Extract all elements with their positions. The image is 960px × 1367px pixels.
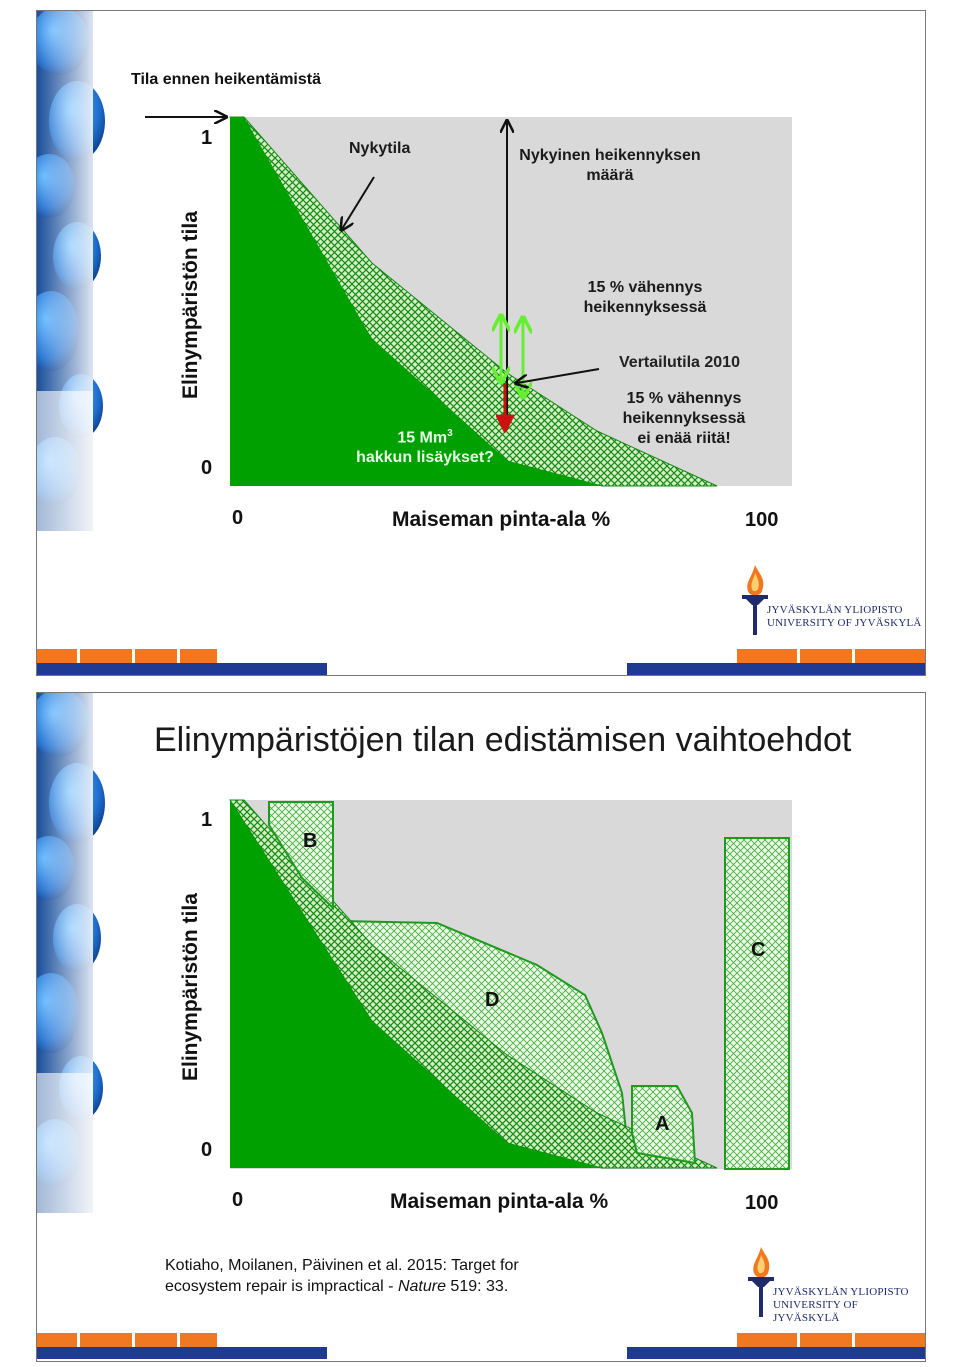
y-tick-bottom: 0 — [201, 1139, 213, 1161]
x-tick-left: 0 — [232, 1189, 244, 1211]
slide-title: Elinympäristöjen tilan edistämisen vaiht… — [154, 721, 852, 759]
footer-bars-left — [37, 649, 327, 675]
annotation-15-reduction: 15 % vähennys heikennyksessä — [583, 279, 707, 316]
diagram-plot — [145, 11, 792, 487]
region-d-label: D — [485, 989, 500, 1011]
university-name: JYVÄSKYLÄN YLIOPISTO UNIVERSITY OF JYVÄS… — [767, 604, 922, 629]
green-area — [230, 800, 602, 1168]
arrow-nykytila — [342, 176, 375, 229]
annotation-current-degradation: Nykyinen heikennyksen määrä — [519, 147, 701, 184]
footer-bars-right — [627, 649, 925, 675]
x-tick-right: 100 — [745, 1192, 779, 1214]
region-a — [631, 1085, 697, 1165]
stones-decoration — [37, 11, 105, 675]
footer-bars-right — [627, 1333, 925, 1359]
x-axis-label: Maiseman pinta-ala % — [392, 508, 611, 531]
footer-bars-left — [37, 1333, 327, 1359]
region-b-label: B — [303, 830, 318, 852]
annotation-15-not-enough: 15 % vähennys heikennyksessä ei enää rii… — [622, 390, 746, 447]
x-tick-left: 0 — [232, 507, 244, 529]
university-name: JYVÄSKYLÄN YLIOPISTO UNIVERSITY OF JYVÄS… — [773, 1286, 909, 1324]
slide-2: Elinympäristöjen tilan edistämisen vaiht… — [36, 692, 926, 1362]
y-tick-bottom: 0 — [201, 457, 213, 479]
citation: Kotiaho, Moilanen, Päivinen et al. 2015:… — [165, 1257, 519, 1295]
slide-1: Tila ennen heikentämistä Elinympäristön … — [36, 10, 926, 676]
y-tick-top: 1 — [201, 809, 213, 831]
diagram-plot — [229, 799, 792, 1170]
arrow-reference — [517, 368, 600, 383]
university-logo-icon — [748, 1247, 774, 1317]
region-c — [724, 837, 790, 1170]
top-note: Tila ennen heikentämistä — [131, 71, 321, 88]
region-a-label: A — [655, 1113, 670, 1135]
annotation-harvest: 15 Mm3 hakkun lisäykset? — [356, 428, 494, 467]
region-b — [268, 801, 334, 911]
y-tick-top: 1 — [201, 127, 213, 149]
university-logo-icon — [742, 565, 768, 635]
x-axis-label: Maiseman pinta-ala % — [390, 1190, 609, 1213]
stones-decoration — [37, 693, 105, 1361]
x-tick-right: 100 — [745, 509, 779, 531]
region-c-label: C — [751, 939, 766, 961]
annotation-reference: Vertailutila 2010 — [619, 354, 740, 371]
annotation-nykytila: Nykytila — [349, 140, 411, 157]
